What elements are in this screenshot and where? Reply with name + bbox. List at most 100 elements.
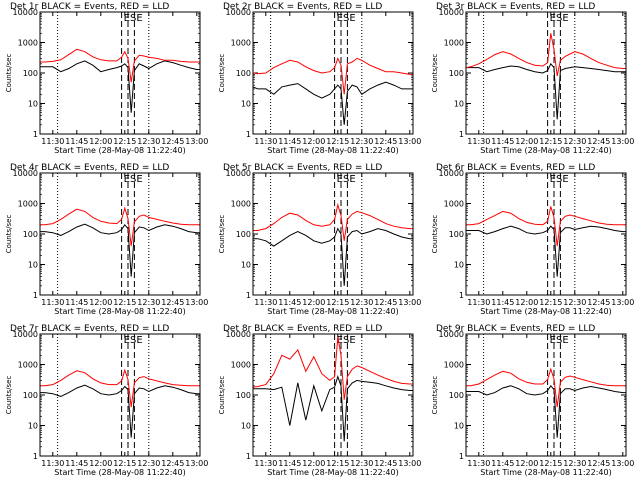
y-axis-label: Counts/sec — [431, 376, 439, 415]
y-tick-label: 1000 — [18, 39, 38, 48]
y-tick-label: 10000 — [439, 169, 464, 178]
y-axis-label: Counts/sec — [218, 54, 226, 93]
x-tick-label: 11:45 — [491, 459, 514, 468]
x-tick-label: 12:30 — [137, 459, 160, 468]
y-tick-label: 10000 — [13, 8, 38, 17]
x-tick-label: 11:45 — [491, 298, 514, 307]
x-tick-label: 12:30 — [563, 137, 586, 146]
x-axis-label: Start Time (28-May-08 11:22:40) — [480, 307, 611, 316]
panel-det-2r: Det 2r BLACK = Events, RED = LLD Counts/s… — [218, 2, 421, 155]
panel-det-4r: Det 4r BLACK = Events, RED = LLD Counts/s… — [5, 163, 208, 316]
y-axis-label: Counts/sec — [431, 54, 439, 93]
x-tick-label: 11:30 — [41, 137, 64, 146]
marker-label: E — [337, 13, 343, 24]
y-tick-label: 100 — [23, 230, 38, 239]
y-axis-label: Counts/sec — [5, 54, 13, 93]
x-tick-label: 11:30 — [41, 459, 64, 468]
panel-det-8r: Det 8r BLACK = Events, RED = LLD Counts/s… — [218, 324, 421, 477]
series-lld — [252, 336, 413, 400]
x-tick-label: 12:45 — [587, 298, 610, 307]
plot-frame — [465, 333, 627, 457]
y-tick-label: 10 — [241, 100, 251, 109]
marker-label: E — [562, 174, 568, 185]
y-axis-label: Counts/sec — [218, 376, 226, 415]
y-tick-label: 1000 — [231, 39, 251, 48]
panel-title: Det 7r BLACK = Events, RED = LLD — [10, 324, 169, 334]
y-tick-label: 10 — [241, 422, 251, 431]
marker-label: E — [337, 174, 343, 185]
y-tick-label: 1 — [33, 452, 38, 461]
x-tick-label: 12:30 — [350, 298, 373, 307]
marker-label: E — [124, 174, 130, 185]
x-tick-label: 11:30 — [467, 137, 490, 146]
x-tick-label: 12:45 — [161, 298, 184, 307]
x-tick-label: 13:00 — [185, 298, 208, 307]
series-events — [252, 81, 413, 125]
y-axis-label: Counts/sec — [431, 215, 439, 254]
panel-title: Det 6r BLACK = Events, RED = LLD — [436, 163, 595, 173]
x-axis-label: Start Time (28-May-08 11:22:40) — [54, 468, 185, 477]
x-tick-label: 11:30 — [254, 459, 277, 468]
x-tick-label: 12:00 — [302, 137, 325, 146]
y-axis-label: Counts/sec — [5, 376, 13, 415]
y-tick-label: 100 — [449, 69, 464, 78]
y-tick-label: 10 — [454, 422, 464, 431]
y-tick-label: 10000 — [439, 8, 464, 17]
series-events — [253, 227, 413, 286]
x-axis-label: Start Time (28-May-08 11:22:40) — [267, 146, 398, 155]
x-axis-label: Start Time (28-May-08 11:22:40) — [267, 468, 398, 477]
x-axis-label: Start Time (28-May-08 11:22:40) — [267, 307, 398, 316]
x-tick-label: 13:00 — [185, 459, 208, 468]
marker-label: E — [136, 13, 142, 24]
series-lld — [252, 57, 413, 95]
x-tick-label: 11:45 — [491, 137, 514, 146]
y-axis-label: Counts/sec — [5, 215, 13, 254]
marker-label: S — [130, 174, 136, 185]
x-tick-label: 12:00 — [89, 137, 112, 146]
y-tick-label: 10 — [454, 100, 464, 109]
x-axis-label: Start Time (28-May-08 11:22:40) — [54, 307, 185, 316]
marker-label: E — [349, 335, 355, 346]
panel-title: Det 2r BLACK = Events, RED = LLD — [223, 2, 382, 12]
y-tick-label: 1 — [33, 291, 38, 300]
x-tick-label: 11:30 — [41, 298, 64, 307]
x-tick-label: 13:00 — [611, 298, 634, 307]
marker-label: E — [349, 13, 355, 24]
series-lld — [253, 202, 413, 241]
x-tick-label: 12:00 — [515, 137, 538, 146]
y-tick-label: 100 — [449, 391, 464, 400]
series-lld — [40, 48, 200, 83]
plot-frame — [465, 11, 627, 135]
panel-det-7r: Det 7r BLACK = Events, RED = LLD Counts/s… — [5, 324, 208, 477]
x-tick-label: 12:15 — [326, 137, 349, 146]
x-axis-label: Start Time (28-May-08 11:22:40) — [480, 468, 611, 477]
y-tick-label: 1 — [246, 130, 251, 139]
x-tick-label: 13:00 — [398, 459, 421, 468]
x-tick-label: 11:45 — [65, 298, 88, 307]
x-tick-label: 11:30 — [467, 459, 490, 468]
x-tick-label: 12:15 — [113, 459, 136, 468]
y-tick-label: 10 — [454, 261, 464, 270]
x-tick-label: 11:45 — [278, 298, 301, 307]
x-tick-label: 11:30 — [254, 298, 277, 307]
marker-label: E — [337, 335, 343, 346]
marker-label: S — [130, 335, 136, 346]
series-lld — [465, 33, 626, 77]
y-tick-label: 100 — [449, 230, 464, 239]
y-tick-label: 1000 — [444, 361, 464, 370]
x-tick-label: 12:30 — [137, 137, 160, 146]
x-tick-label: 11:30 — [467, 298, 490, 307]
x-tick-label: 11:45 — [278, 459, 301, 468]
x-tick-label: 13:00 — [611, 137, 634, 146]
x-tick-label: 12:30 — [563, 459, 586, 468]
plot-frame — [252, 333, 414, 457]
x-tick-label: 12:30 — [350, 459, 373, 468]
x-tick-label: 13:00 — [611, 459, 634, 468]
marker-label: E — [550, 174, 556, 185]
x-tick-label: 12:45 — [161, 137, 184, 146]
series-events — [466, 225, 626, 277]
panel-title: Det 4r BLACK = Events, RED = LLD — [10, 163, 169, 173]
plot-frame — [39, 333, 201, 457]
plot-frame — [39, 11, 201, 135]
